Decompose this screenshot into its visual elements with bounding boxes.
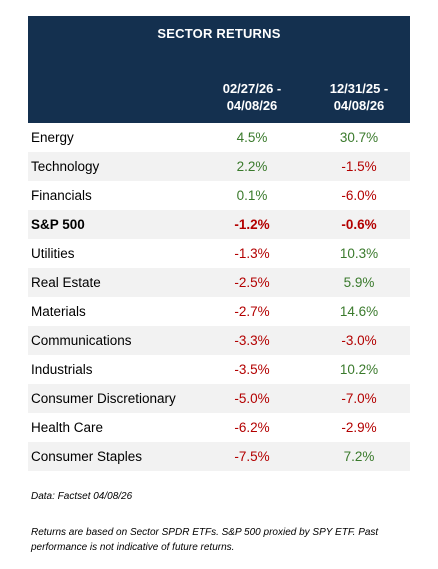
table-row: Industrials -3.5% 10.2% [28,355,410,384]
return-period-2: -7.0% [341,391,377,406]
table-header: SECTOR RETURNS 02/27/26 - 04/08/26 12/31… [28,16,410,123]
return-period-2: 14.6% [339,304,379,319]
table-row: Communications -3.3% -3.0% [28,326,410,355]
column-header-period-2-end: 04/08/26 [333,98,385,113]
table-row: Consumer Discretionary -5.0% -7.0% [28,384,410,413]
table-title: SECTOR RETURNS [157,26,281,41]
return-period-2: -6.0% [341,188,377,203]
table-row: Materials -2.7% 14.6% [28,297,410,326]
return-period-2: 30.7% [339,130,379,145]
sector-returns-table: SECTOR RETURNS 02/27/26 - 04/08/26 12/31… [28,16,410,471]
table-row: Technology 2.2% -1.5% [28,152,410,181]
return-period-1: 0.1% [236,188,268,203]
column-header-period-2: 12/31/25 - 04/08/26 [309,80,409,114]
table-row: Health Care -6.2% -2.9% [28,413,410,442]
sector-name: Communications [31,333,132,348]
return-period-1: -3.3% [234,333,270,348]
sector-name: Energy [31,130,74,145]
column-header-period-2-start: 12/31/25 - [329,81,389,96]
return-period-1: -1.2% [234,217,270,232]
return-period-1: -1.3% [234,246,270,261]
return-period-2: 10.2% [339,362,379,377]
return-period-1: -2.5% [234,275,270,290]
return-period-2: -2.9% [341,420,377,435]
return-period-1: -3.5% [234,362,270,377]
column-header-period-1: 02/27/26 - 04/08/26 [202,80,302,114]
return-period-1: 2.2% [236,159,268,174]
return-period-1: -7.5% [234,449,270,464]
return-period-2: 5.9% [343,275,375,290]
sector-name: Utilities [31,246,75,261]
sector-name: Consumer Discretionary [31,391,176,406]
table-row: Financials 0.1% -6.0% [28,181,410,210]
table-row: Real Estate -2.5% 5.9% [28,268,410,297]
data-source-note: Data: Factset 04/08/26 [31,491,133,502]
return-period-2: 7.2% [343,449,375,464]
return-period-2: -1.5% [341,159,377,174]
sector-name: Materials [31,304,86,319]
sector-name: Health Care [31,420,104,435]
return-period-1: -5.0% [234,391,270,406]
table-row: Consumer Staples -7.5% 7.2% [28,442,410,471]
column-header-period-1-end: 04/08/26 [226,98,278,113]
table-body: Energy 4.5% 30.7% Technology 2.2% -1.5% Financ… [28,123,410,471]
return-period-2: 10.3% [339,246,379,261]
sector-name: Financials [31,188,92,203]
sector-name: S&P 500 [31,217,85,232]
return-period-1: -2.7% [234,304,270,319]
column-header-period-1-start: 02/27/26 - [222,81,282,96]
return-period-2: -3.0% [341,333,377,348]
table-row: Energy 4.5% 30.7% [28,123,410,152]
disclaimer-footnote: Returns are based on Sector SPDR ETFs. S… [31,527,379,553]
return-period-1: -6.2% [234,420,270,435]
sector-name: Consumer Staples [31,449,143,464]
return-period-1: 4.5% [236,130,268,145]
table-row: Utilities -1.3% 10.3% [28,239,410,268]
table-row: S&P 500 -1.2% -0.6% [28,210,410,239]
sector-name: Technology [31,159,100,174]
sector-name: Real Estate [31,275,101,290]
sector-name: Industrials [31,362,93,377]
return-period-2: -0.6% [341,217,377,232]
